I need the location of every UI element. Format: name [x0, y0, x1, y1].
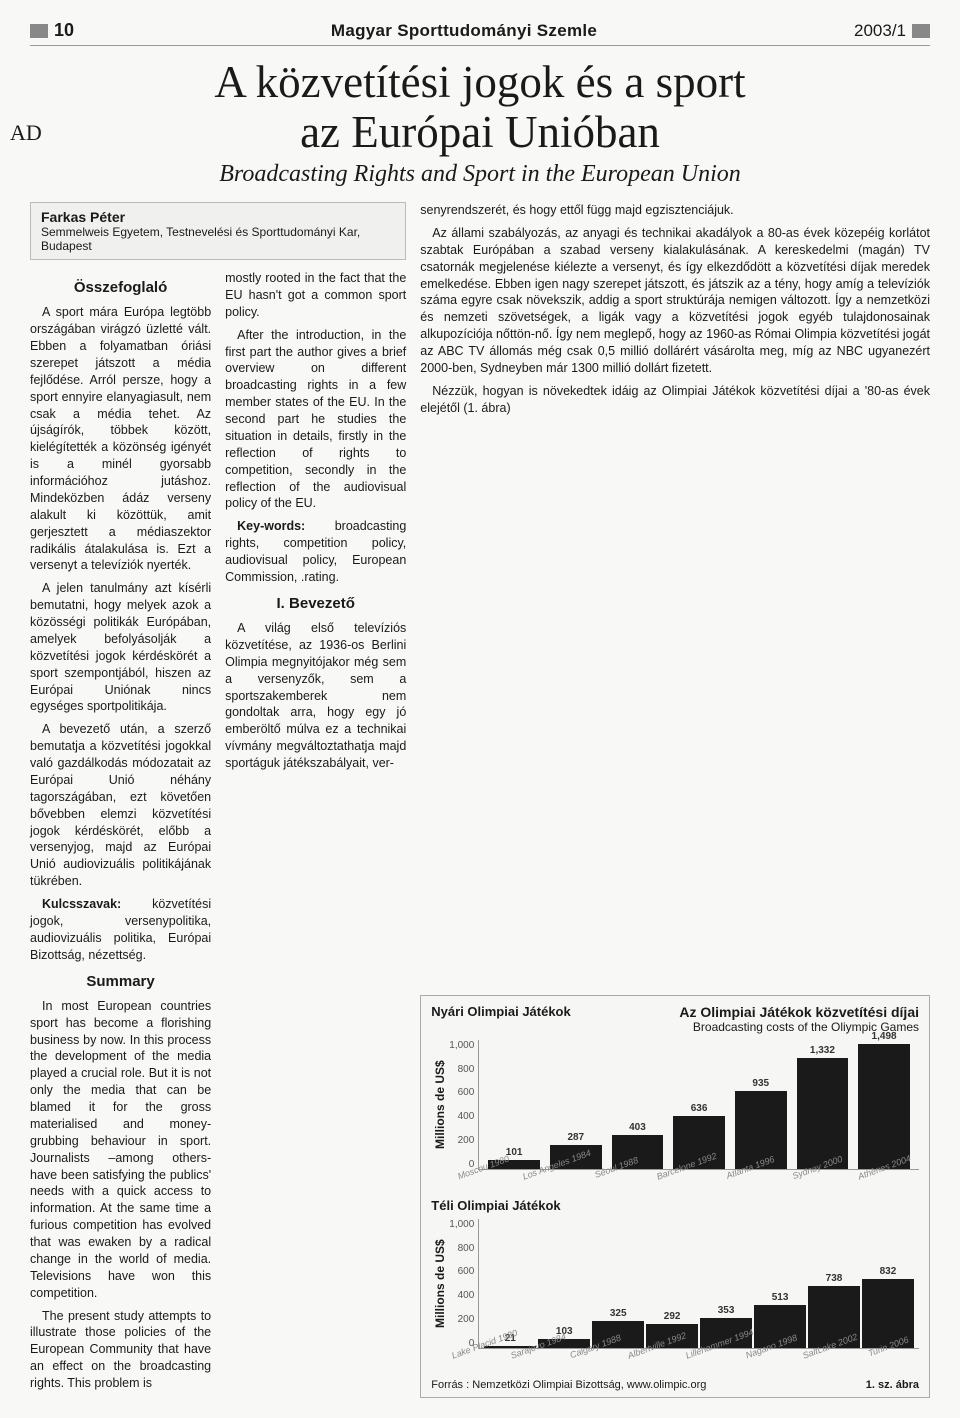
bar: 1,332 — [797, 1045, 849, 1169]
col2-p2: After the introduction, in the first par… — [225, 327, 406, 513]
author-name: Farkas Péter — [41, 209, 395, 225]
chart-box: Nyári Olimpiai Játékok Az Olimpiai Játék… — [420, 995, 930, 1398]
chart-source: Forrás : Nemzetközi Olimpiai Bizottság, … — [431, 1379, 706, 1391]
article-title: A közvetítési jogok és a sport az Európa… — [30, 58, 930, 157]
author-affiliation: Semmelweis Egyetem, Testnevelési és Spor… — [41, 225, 395, 253]
bevezeto-p1: A világ első televíziós közvetítése, az … — [225, 620, 406, 772]
summer-yaxis: 02004006008001,000 — [449, 1040, 478, 1170]
author-box: Farkas Péter Semmelweis Egyetem, Testnev… — [30, 202, 406, 260]
osszefoglalo-p1: A sport mára Európa legtöbb országában v… — [30, 304, 211, 574]
column-1: Összefoglaló A sport mára Európa legtöbb… — [30, 270, 211, 1398]
winter-xaxis: Lake Placid 1980Sarajevo 1984Calgary 198… — [451, 1351, 919, 1361]
col2-p1: mostly rooted in the fact that the EU ha… — [225, 270, 406, 321]
winter-plot: 21103325292353513738832 — [478, 1219, 919, 1349]
bar: 935 — [735, 1078, 787, 1169]
summary-p1: In most European countries sport has bec… — [30, 998, 211, 1302]
journal-title: Magyar Sporttudományi Szemle — [74, 21, 854, 41]
osszefoglalo-p3: A bevezető után, a szerző bemutatja a kö… — [30, 721, 211, 890]
col3-p3: Nézzük, hogyan is növekedtek idáig az Ol… — [420, 383, 930, 417]
header-square-left — [30, 24, 48, 38]
osszefoglalo-heading: Összefoglaló — [30, 278, 211, 298]
title-line2: az Európai Unióban — [300, 107, 660, 157]
issue-label: 2003/1 — [854, 21, 906, 41]
winter-ylabel: Millions de US$ — [431, 1219, 449, 1349]
summer-xaxis: Moscou 1980Los Angeles 1984Séoul 1988Bar… — [451, 1172, 919, 1182]
chart-box-title: Az Olimpiai Játékok közvetítési díjai Br… — [679, 1004, 919, 1034]
page-header: 10 Magyar Sporttudományi Szemle 2003/1 — [30, 20, 930, 46]
summary-heading: Summary — [30, 972, 211, 992]
winter-yaxis: 02004006008001,000 — [449, 1219, 478, 1349]
summer-ylabel: Millions de US$ — [431, 1040, 449, 1170]
bar: 1,498 — [858, 1031, 910, 1169]
osszefoglalo-p2: A jelen tanulmány azt kísérli bemutatni,… — [30, 580, 211, 715]
col3-p1: senyrendszerét, és hogy ettől függ majd … — [420, 202, 930, 219]
winter-chart: Millions de US$ 02004006008001,000 21103… — [431, 1219, 919, 1349]
summary-p2: The present study attempts to illustrate… — [30, 1308, 211, 1392]
summer-plot: 1012874036369351,3321,498 — [478, 1040, 919, 1170]
winter-chart-title: Téli Olimpiai Játékok — [431, 1198, 919, 1213]
page-number: 10 — [54, 20, 74, 41]
bevezeto-heading: I. Bevezető — [225, 594, 406, 614]
header-square-right — [912, 24, 930, 38]
col3-p2: Az állami szabályozás, az anyagi és tech… — [420, 225, 930, 377]
summer-chart: Millions de US$ 02004006008001,000 10128… — [431, 1040, 919, 1170]
column-3: senyrendszerét, és hogy ettől függ majd … — [420, 202, 930, 985]
margin-note: AD — [10, 120, 42, 146]
page-number-box: 10 — [30, 20, 74, 41]
figure-label: 1. sz. ábra — [866, 1379, 919, 1391]
summer-chart-title: Nyári Olimpiai Játékok — [431, 1004, 570, 1019]
keywords-en: Key-words: broadcasting rights, competit… — [225, 518, 406, 586]
title-line1: A közvetítési jogok és a sport — [214, 57, 745, 107]
keywords-hu: Kulcsszavak: közvetítési jogok, versenyp… — [30, 896, 211, 964]
chart-footer: Forrás : Nemzetközi Olimpiai Bizottság, … — [431, 1379, 919, 1391]
article-subtitle: Broadcasting Rights and Sport in the Eur… — [30, 161, 930, 188]
column-2: mostly rooted in the fact that the EU ha… — [225, 270, 406, 1398]
